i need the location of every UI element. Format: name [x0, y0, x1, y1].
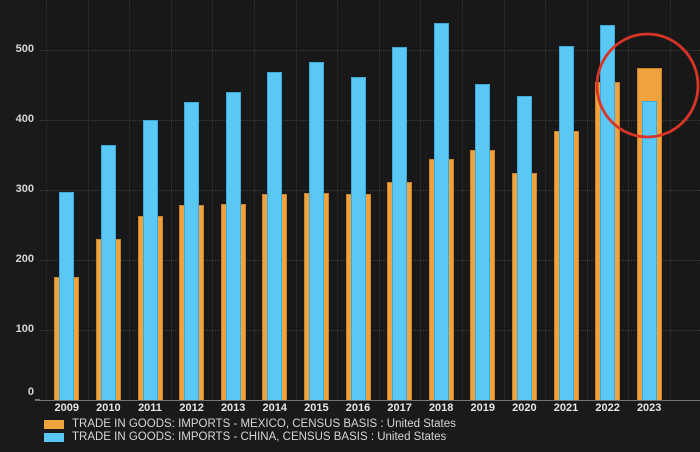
legend-item-china[interactable]: TRADE IN GOODS: IMPORTS - CHINA, CENSUS …	[44, 431, 456, 443]
x-tick-label-2018: 2018	[428, 402, 454, 414]
bar-china-2022[interactable]	[600, 24, 616, 400]
v-gridline-13	[586, 0, 588, 400]
x-tick-label-2016: 2016	[345, 402, 371, 414]
h-gridline-500	[40, 50, 700, 51]
v-gridline-0	[46, 0, 47, 400]
v-gridline-3	[170, 0, 172, 400]
bar-china-2013[interactable]	[225, 92, 241, 400]
x-tick-label-2017: 2017	[387, 402, 412, 414]
x-tick-label-2014: 2014	[262, 402, 288, 414]
v-gridline-9	[420, 0, 422, 400]
v-gridline-12	[545, 0, 547, 400]
x-tick-label-2010: 2010	[96, 402, 121, 414]
x-axis-labels: 2009 2010 2011 2012 2013 2014 2015 2016 2017 2018…	[40, 402, 700, 417]
bar-china-2018[interactable]	[433, 22, 449, 400]
v-gridline-4	[212, 0, 214, 400]
x-tick-label-2015: 2015	[304, 402, 329, 414]
y-tick-label-400: 400	[15, 113, 34, 125]
x-tick-label-2021: 2021	[553, 402, 579, 414]
v-gridline-14	[628, 0, 630, 400]
v-gridline-8	[378, 0, 380, 400]
v-gridline-10	[462, 0, 463, 400]
bar-china-2016[interactable]	[350, 76, 366, 400]
h-gridline-400	[40, 120, 700, 121]
legend: TRADE IN GOODS: IMPORTS - MEXICO, CENSUS…	[44, 418, 456, 444]
bar-china-2021[interactable]	[558, 45, 574, 400]
bar-china-2012[interactable]	[184, 101, 200, 400]
bar-china-2011[interactable]	[142, 120, 158, 400]
legend-label-china: TRADE IN GOODS: IMPORTS - CHINA, CENSUS …	[72, 431, 447, 443]
v-gridline-5	[254, 0, 255, 400]
h-gridline-300	[40, 190, 700, 191]
v-gridline-2	[129, 0, 131, 400]
bar-china-2020[interactable]	[516, 95, 532, 400]
bar-china-2017[interactable]	[392, 46, 408, 400]
x-tick-label-2013: 2013	[220, 402, 246, 414]
y-tick-label-0: 0	[27, 386, 34, 398]
y-tick-label-300: 300	[15, 183, 34, 195]
v-gridline-15	[670, 0, 671, 400]
x-tick-label-2009: 2009	[54, 402, 80, 414]
x-tick-label-2020: 2020	[512, 402, 537, 414]
x-tick-label-2019: 2019	[470, 402, 496, 414]
legend-item-mexico[interactable]: TRADE IN GOODS: IMPORTS - MEXICO, CENSUS…	[44, 418, 456, 430]
y-tick-label-200: 200	[15, 253, 34, 265]
v-gridline-6	[295, 0, 297, 400]
v-gridline-1	[87, 0, 89, 400]
bar-china-2019[interactable]	[475, 83, 491, 400]
legend-label-mexico: TRADE IN GOODS: IMPORTS - MEXICO, CENSUS…	[72, 418, 456, 430]
x-axis-line	[35, 399, 700, 401]
x-tick-label-2012: 2012	[179, 402, 204, 414]
legend-swatch-mexico-icon	[44, 419, 64, 429]
x-tick-label-2011: 2011	[138, 402, 162, 414]
plot-area[interactable]	[40, 0, 700, 400]
y-tick-label-100: 100	[15, 323, 34, 335]
x-tick-label-2023: 2023	[636, 402, 662, 414]
bar-china-2009[interactable]	[59, 192, 75, 400]
legend-swatch-china-icon	[44, 432, 64, 442]
v-gridline-11	[503, 0, 505, 400]
v-gridline-7	[337, 0, 339, 400]
x-tick-label-2022: 2022	[595, 402, 620, 414]
bar-china-2010[interactable]	[100, 144, 116, 400]
bar-china-2023[interactable]	[641, 101, 657, 400]
y-tick-label-500: 500	[15, 43, 34, 55]
y-axis-labels: 0 100 200 300 400 500	[0, 0, 36, 400]
bar-china-2014[interactable]	[267, 72, 283, 400]
bar-china-2015[interactable]	[308, 61, 324, 400]
